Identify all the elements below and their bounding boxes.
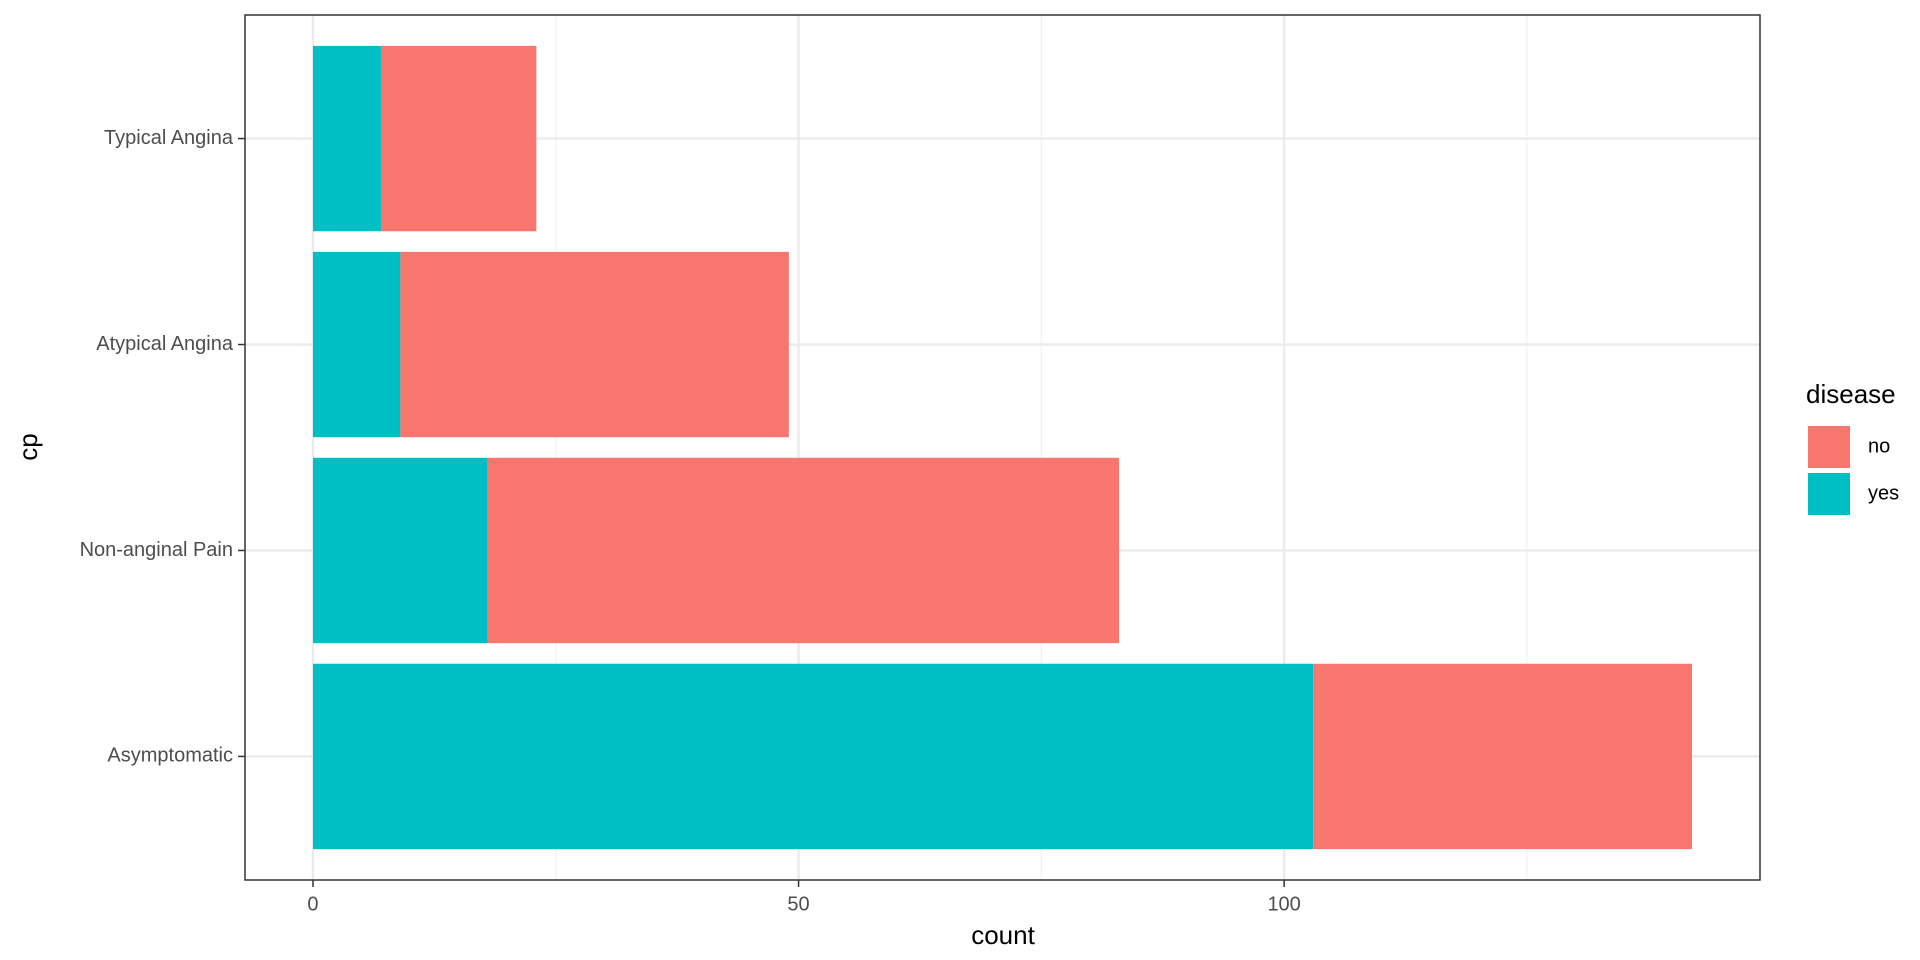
y-tick-label: Atypical Angina xyxy=(96,333,234,355)
bar xyxy=(312,251,401,438)
legend-title: disease xyxy=(1806,379,1896,409)
y-tick-label: Asymptomatic xyxy=(107,745,233,767)
legend-label: no xyxy=(1868,435,1890,457)
x-tick-label: 100 xyxy=(1267,893,1300,915)
bar xyxy=(312,663,1314,850)
bar xyxy=(312,45,381,232)
x-tick-label: 50 xyxy=(787,893,809,915)
x-axis-title: count xyxy=(971,920,1035,950)
y-tick-label: Non-anginal Pain xyxy=(80,539,233,561)
legend-key xyxy=(1808,426,1850,468)
x-tick-label: 0 xyxy=(307,893,318,915)
bar xyxy=(487,457,1120,644)
y-axis-title: cp xyxy=(13,433,43,460)
bar xyxy=(380,45,537,232)
y-tick-label: Typical Angina xyxy=(104,127,234,149)
bar xyxy=(400,251,789,438)
legend-key xyxy=(1808,473,1850,515)
panel-border xyxy=(244,14,1761,881)
bar xyxy=(312,457,488,644)
bar xyxy=(1313,663,1693,850)
legend-label: yes xyxy=(1868,482,1899,504)
